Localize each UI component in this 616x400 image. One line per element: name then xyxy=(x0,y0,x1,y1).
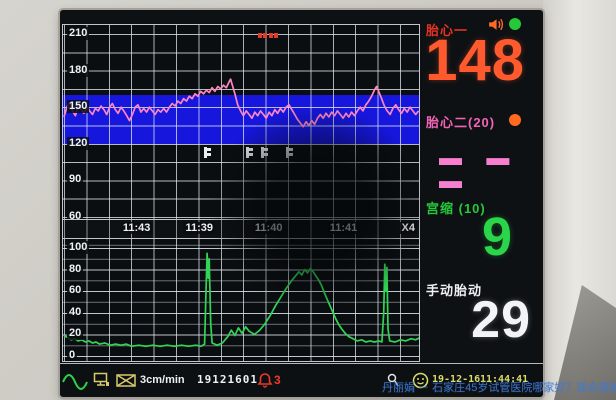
fhr1-value: 148 xyxy=(425,28,525,93)
y-tick-label: 90 xyxy=(67,173,84,187)
x-tick-label: 11:40 xyxy=(252,222,285,234)
toco-value: 9 xyxy=(481,207,513,267)
y-tick-label: 150 xyxy=(67,100,90,114)
fetal-movement-mark xyxy=(204,147,212,159)
numeric-panel: 胎心一 148 胎心二(20) ▬ ▬ ▬ 宫缩 (10) 9 手动胎动 29 xyxy=(425,10,543,364)
y-tick-label: 20 xyxy=(67,327,84,341)
fetal-movement-label: 手动胎动 xyxy=(426,283,483,298)
fhr1-status-dot xyxy=(509,18,521,30)
x-tick-label: 11:41 xyxy=(327,222,360,234)
fhr-trace xyxy=(63,78,419,128)
toco-trace xyxy=(63,252,419,348)
y-tick-label: 40 xyxy=(67,305,84,319)
y-tick-label: 210 xyxy=(67,27,90,40)
x-tick-label: X4 xyxy=(399,222,417,234)
fhr-chart: 210 180 150 120 90 60 xyxy=(62,24,420,220)
fetal-movement-mark xyxy=(285,147,293,159)
fhr2-status-dot xyxy=(509,114,521,126)
photo-watermark: 丹丽娟 － 石家庄45岁试管医院哪家好？适合高龄女性 xyxy=(382,382,616,394)
fhr2-value-dashes: ▬ ▬ ▬ xyxy=(439,144,519,193)
probe-icon xyxy=(387,373,399,387)
event-red-dot xyxy=(268,33,273,38)
alarm-count: 3 xyxy=(274,373,281,387)
monitor-icon xyxy=(93,372,109,386)
bell-icon xyxy=(257,373,273,388)
y-tick-label: 80 xyxy=(67,262,84,276)
y-tick-label: 100 xyxy=(67,241,90,254)
toco-chart: 100 80 60 40 20 0 xyxy=(62,238,420,362)
probe-id: 19121601 xyxy=(197,373,258,386)
speaker-icon xyxy=(489,18,504,31)
smiley-face-icon xyxy=(412,372,429,389)
fetal-movement-mark xyxy=(246,147,254,159)
paper-speed: 3cm/min xyxy=(140,374,185,386)
time-display: 11:44:41 xyxy=(480,374,529,385)
y-tick-label: 60 xyxy=(67,284,84,298)
event-red-dot xyxy=(263,33,268,38)
fhr1-label: 胎心一 xyxy=(426,23,469,38)
recorder-crossed-icon xyxy=(116,374,136,387)
status-bar: 3cm/min 19121601 3 19-12-16 11:44:41 xyxy=(60,363,543,395)
y-tick-label: 0 xyxy=(67,349,78,361)
monitor-screen: 210 180 150 120 90 60 11:43 11:39 11:40 11:41 X4 … xyxy=(60,10,543,397)
event-red-dot xyxy=(274,33,279,38)
fetal-movement-mark xyxy=(261,147,268,159)
fetal-movement-value: 29 xyxy=(471,291,531,349)
y-tick-label: 120 xyxy=(67,136,90,150)
x-tick-label: 11:39 xyxy=(183,222,216,234)
y-tick-label: 180 xyxy=(67,63,90,77)
event-red-dot xyxy=(258,33,263,38)
toco-label: 宫缩 (10) xyxy=(426,201,486,216)
date-display: 19-12-16 xyxy=(432,374,481,385)
y-tick-label: 60 xyxy=(67,210,84,219)
time-axis: 11:43 11:39 11:40 11:41 X4 xyxy=(62,220,420,238)
fhr2-label: 胎心二(20) xyxy=(426,115,496,130)
sine-wave-icon xyxy=(62,374,88,390)
x-tick-label: 11:43 xyxy=(120,222,153,234)
